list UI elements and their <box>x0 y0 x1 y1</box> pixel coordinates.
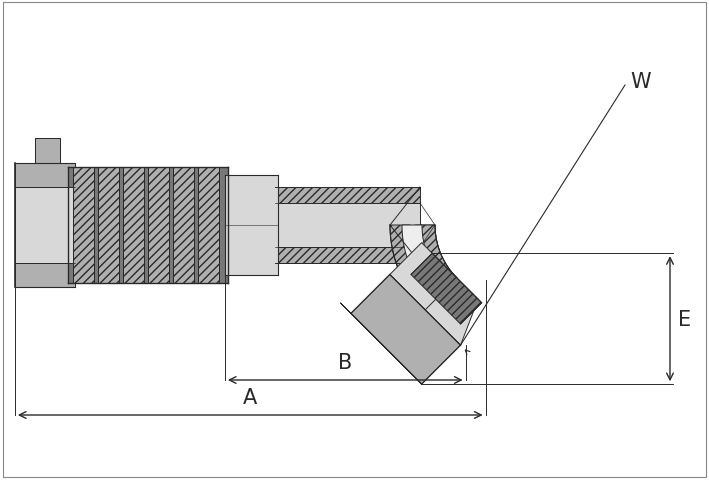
Polygon shape <box>415 226 457 293</box>
Polygon shape <box>35 139 60 164</box>
Polygon shape <box>123 168 144 283</box>
Polygon shape <box>390 226 440 310</box>
Polygon shape <box>173 168 194 283</box>
Text: A: A <box>243 387 257 407</box>
Polygon shape <box>425 278 457 310</box>
Polygon shape <box>15 164 75 288</box>
Polygon shape <box>198 168 219 283</box>
Polygon shape <box>402 226 448 302</box>
Polygon shape <box>275 188 420 264</box>
Polygon shape <box>390 243 478 346</box>
Polygon shape <box>225 176 278 276</box>
Polygon shape <box>411 254 481 324</box>
Polygon shape <box>73 168 94 283</box>
Polygon shape <box>390 226 457 310</box>
Text: W: W <box>630 72 651 92</box>
Polygon shape <box>68 168 228 283</box>
Polygon shape <box>351 275 461 384</box>
Polygon shape <box>340 303 422 384</box>
Polygon shape <box>148 168 169 283</box>
Polygon shape <box>15 188 75 264</box>
Polygon shape <box>98 168 119 283</box>
Text: E: E <box>678 309 691 329</box>
Polygon shape <box>275 204 420 248</box>
Text: B: B <box>338 352 352 372</box>
